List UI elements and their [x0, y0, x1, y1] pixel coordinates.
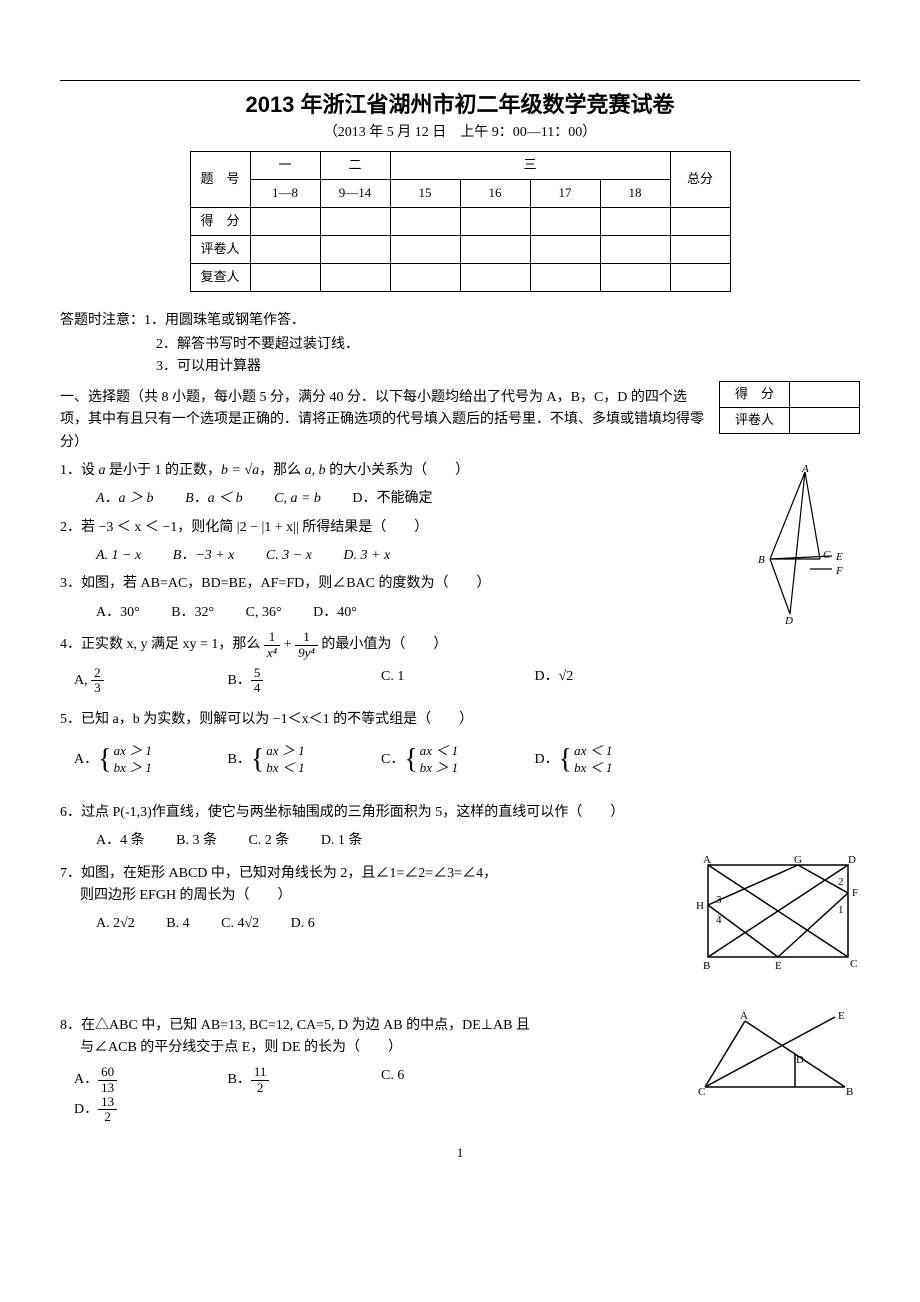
- q4: 4．正实数 x, y 满足 xy = 1，那么 1x⁴ + 19y⁴ 的最小值为…: [60, 630, 860, 660]
- q7-opt-a: A. 2√2: [96, 913, 135, 935]
- q3-opt-b: B．32°: [171, 602, 214, 624]
- exam-title: 2013 年浙江省湖州市初二年级数学竞赛试卷: [60, 87, 860, 122]
- q2-options: A. 1 − x B．−3 + x C. 3 − x D. 3 + x: [96, 545, 860, 567]
- q5-opt-d: D．{ax ＜ 1bx ＜ 1: [535, 742, 685, 778]
- q2-opt-c: C. 3 − x: [266, 545, 312, 567]
- exam-subtitle: （2013 年 5 月 12 日 上午 9：00—11：00）: [60, 122, 860, 144]
- svg-text:F: F: [835, 565, 843, 577]
- svg-text:D: D: [848, 854, 856, 866]
- svg-text:D: D: [784, 615, 793, 624]
- svg-text:A: A: [801, 464, 809, 475]
- svg-text:E: E: [835, 551, 843, 563]
- svg-text:2: 2: [838, 876, 844, 888]
- svg-text:1: 1: [838, 904, 844, 916]
- q4-opt-d: D．√2: [535, 666, 685, 688]
- total-label: 总分: [670, 151, 730, 207]
- page-number: 1: [60, 1143, 860, 1164]
- q5-opt-a: A．{ax ＞ 1bx ＞ 1: [74, 742, 224, 778]
- svg-text:B: B: [758, 554, 765, 566]
- q2-opt-d: D. 3 + x: [343, 545, 390, 567]
- q8-opt-a: A．6013: [74, 1065, 224, 1095]
- instructions-lead: 答题时注意：1．用圆珠笔或钢笔作答．: [60, 310, 860, 332]
- q7-opt-c: C. 4√2: [221, 913, 259, 935]
- svg-text:E: E: [838, 1010, 845, 1022]
- q8-opt-c: C. 6: [381, 1065, 531, 1087]
- q3: 3．如图，若 AB=AC，BD=BE，AF=FD，则∠BAC 的度数为（ ）: [60, 573, 860, 595]
- q2: 2．若 −3 ＜ x ＜ −1，则化简 |2 − |1 + x|| 所得结果是（…: [60, 517, 860, 539]
- q4-frac1: 1x⁴: [264, 630, 280, 660]
- q2-opt-a: A. 1 − x: [96, 545, 141, 567]
- row-grader: 评卷人: [190, 235, 250, 263]
- svg-text:E: E: [775, 960, 782, 972]
- svg-text:A: A: [740, 1010, 748, 1022]
- svg-text:G: G: [794, 854, 802, 866]
- q8-opt-b: B．112: [228, 1065, 378, 1095]
- svg-text:C: C: [823, 549, 831, 561]
- q6-opt-c: C. 2 条: [248, 830, 289, 852]
- q1-options: A．a ＞ b B．a ＜ b C, a = b D．不能确定: [96, 488, 860, 510]
- range-3: 15: [390, 179, 460, 207]
- svg-text:A: A: [703, 854, 711, 866]
- svg-text:D: D: [796, 1054, 804, 1066]
- q4-opt-c: C. 1: [381, 666, 531, 688]
- q4-options: A, 23 B．54 C. 1 D．√2: [74, 666, 860, 696]
- svg-text:B: B: [703, 960, 710, 972]
- q1-opt-a: A．a ＞ b: [96, 488, 154, 510]
- q6-opt-d: D. 1 条: [321, 830, 363, 852]
- q3-options: A．30° B．32° C, 36° D．40°: [96, 602, 860, 624]
- q4-frac2: 19y⁴: [295, 630, 318, 660]
- scorebox-r1: 得 分: [720, 381, 790, 407]
- top-rule: [60, 80, 860, 81]
- q1: 1．设 a 是小于 1 的正数，b = √a，那么 a, b 的大小关系为（ ）: [60, 460, 860, 482]
- q3-opt-a: A．30°: [96, 602, 140, 624]
- score-table: 题 号 一 二 三 总分 1—8 9—14 15 16 17 18 得 分 评卷…: [190, 151, 731, 292]
- q6-options: A．4 条 B. 3 条 C. 2 条 D. 1 条: [96, 830, 860, 852]
- q2-opt-b: B．−3 + x: [173, 545, 235, 567]
- q3-opt-c: C, 36°: [246, 602, 282, 624]
- svg-text:B: B: [846, 1086, 853, 1098]
- q7-figure: A G D F C E B H 1 2 3 4: [690, 853, 860, 973]
- q4-opt-a: A, 23: [74, 666, 224, 696]
- range-2: 9—14: [320, 179, 390, 207]
- svg-text:H: H: [696, 900, 704, 912]
- q6-opt-b: B. 3 条: [176, 830, 217, 852]
- section-1: 一: [250, 151, 320, 179]
- q3-figure: A B C E F D: [750, 464, 860, 624]
- svg-text:F: F: [852, 887, 858, 899]
- q4-opt-b: B．54: [228, 666, 378, 696]
- q3-opt-d: D．40°: [313, 602, 357, 624]
- q5-options: A．{ax ＞ 1bx ＞ 1 B．{ax ＞ 1bx ＜ 1 C．{ax ＜ …: [74, 742, 860, 778]
- svg-text:4: 4: [716, 914, 722, 926]
- q1-opt-c: C, a = b: [274, 488, 321, 510]
- q1-opt-b: B．a ＜ b: [185, 488, 243, 510]
- q8-figure: A E D C B: [690, 1009, 860, 1099]
- scorebox-r2: 评卷人: [720, 407, 790, 433]
- instruction-3: 3．可以用计算器: [156, 356, 860, 378]
- q5: 5．已知 a，b 为实数，则解可以为 −1＜x＜1 的不等式组是（ ）: [60, 709, 860, 731]
- range-4: 16: [460, 179, 530, 207]
- row-reviewer: 复查人: [190, 263, 250, 291]
- svg-text:3: 3: [716, 894, 722, 906]
- q5-opt-b: B．{ax ＞ 1bx ＜ 1: [228, 742, 378, 778]
- q6-opt-a: A．4 条: [96, 830, 145, 852]
- row-score: 得 分: [190, 207, 250, 235]
- section-2: 二: [320, 151, 390, 179]
- q7-opt-b: B. 4: [166, 913, 189, 935]
- range-6: 18: [600, 179, 670, 207]
- range-1: 1—8: [250, 179, 320, 207]
- section-score-box: 得 分 评卷人: [719, 381, 860, 434]
- q6: 6．过点 P(-1,3)作直线，使它与两坐标轴围成的三角形面积为 5，这样的直线…: [60, 802, 860, 824]
- col-header-label: 题 号: [190, 151, 250, 207]
- q5-opt-c: C．{ax ＜ 1bx ＞ 1: [381, 742, 531, 778]
- svg-text:C: C: [850, 958, 857, 970]
- instruction-2: 2．解答书写时不要超过装订线．: [156, 334, 860, 356]
- section-3: 三: [390, 151, 670, 179]
- range-5: 17: [530, 179, 600, 207]
- svg-text:C: C: [698, 1086, 705, 1098]
- q7-opt-d: D. 6: [291, 913, 315, 935]
- q1-opt-d: D．不能确定: [352, 488, 432, 510]
- q8-opt-d: D．132: [74, 1095, 224, 1125]
